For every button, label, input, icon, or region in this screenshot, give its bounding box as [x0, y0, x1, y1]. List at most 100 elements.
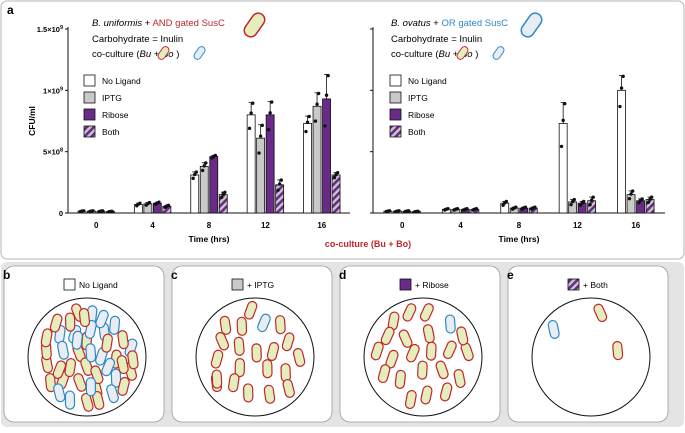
right-coculture: co-culture (Bu + Bo ) [391, 49, 478, 60]
left-title-plus: + [142, 18, 152, 29]
data-point [446, 207, 450, 211]
bu-cell [45, 373, 57, 393]
data-point [138, 201, 142, 205]
bu-cell [40, 328, 53, 348]
bo-icon-inline [193, 46, 206, 60]
x-tick-label: 4 [150, 221, 155, 230]
bar-no-ligand [303, 123, 312, 214]
data-point [247, 126, 252, 131]
data-point [332, 175, 337, 180]
bu-cell [439, 382, 453, 402]
data-point [258, 134, 263, 138]
bu-cell [127, 350, 139, 370]
data-point [627, 196, 632, 201]
cell-e: e + Both [507, 265, 669, 423]
legend-swatch-ribose [83, 108, 96, 121]
data-point [315, 102, 319, 106]
bar-no-ligand [190, 174, 200, 214]
bu-cell [281, 332, 295, 352]
bo-cell [444, 314, 456, 334]
legend-label: Ribose [408, 110, 435, 120]
x-tick-label: 8 [207, 221, 212, 230]
x-tick-label: 0 [94, 221, 99, 230]
right-title-gate: OR gated SusC [441, 18, 508, 29]
bu-cell [274, 315, 286, 335]
bo-cell [110, 368, 122, 388]
data-point [305, 120, 310, 125]
data-point [260, 123, 264, 128]
cells-row: b No Ligand c + IPTG d + Ribose e + Both [3, 265, 669, 423]
data-point [559, 144, 564, 149]
bar-iptg [256, 137, 266, 214]
cell-legend-swatch [231, 278, 244, 291]
bu-cell [282, 378, 295, 398]
data-point [504, 199, 509, 204]
legend-label: IPTG [102, 93, 122, 103]
bu-cell [380, 326, 395, 346]
data-point [316, 91, 321, 96]
cell-legend-text: + Ribose [415, 280, 449, 290]
bu-cell [612, 341, 624, 361]
bu-cell [244, 300, 258, 320]
data-point [561, 118, 565, 123]
data-point [100, 209, 105, 213]
bu-cell [101, 333, 113, 353]
cell-legend-swatch [63, 278, 76, 291]
bu-cell [370, 341, 384, 361]
y-tick-label: 0 [59, 209, 63, 218]
bo-cell [101, 357, 116, 377]
bu-cell [210, 349, 224, 369]
bar-ribose [322, 98, 331, 214]
legend-swatch-no-ligand [389, 74, 402, 87]
data-point [465, 207, 469, 211]
bu-cell [377, 364, 391, 384]
left-coculture: co-culture (Bu + Bo ) [92, 49, 179, 60]
data-point [649, 195, 654, 199]
bo-cell [257, 313, 271, 333]
right-coculture-suffix: ) [473, 49, 479, 60]
data-point [147, 200, 152, 205]
right-coculture-bu: Bu [439, 49, 451, 60]
chart-left: 0 5×108 1×109 1.5×109 CFU/ml 0 4 8 12 16 Time (hrs… [27, 25, 350, 244]
data-point [266, 128, 271, 132]
bar-no-ligand [246, 114, 256, 214]
data-point [406, 209, 411, 213]
data-point [191, 176, 195, 181]
bo-cell [71, 330, 83, 350]
bu-cell [404, 389, 417, 410]
bo-cell [547, 319, 560, 339]
data-point [416, 209, 420, 213]
data-point [621, 74, 625, 79]
data-point [474, 207, 479, 211]
bu-cell [236, 316, 248, 336]
right-coculture-bo: Bo [461, 49, 473, 60]
data-point [270, 100, 274, 104]
data-point [326, 73, 330, 78]
left-coculture-suffix: ) [174, 49, 180, 60]
y-axis-label: CFU/ml [27, 106, 37, 136]
data-point [323, 124, 327, 128]
x-axis-label: Time (hrs) [499, 234, 540, 244]
panel-a-frame [0, 0, 685, 260]
bu-cell [233, 336, 245, 356]
bo-cell [85, 377, 97, 397]
bu-cell [405, 343, 420, 363]
left-title: B. uniformis + AND gated SusC [92, 18, 225, 29]
left-coculture-prefix: co-culture ( [92, 49, 140, 60]
x-tick-label: 4 [458, 221, 463, 230]
bu-cell [219, 315, 232, 335]
data-point [313, 119, 318, 123]
data-point [276, 188, 280, 192]
cell-b: b No Ligand [3, 265, 165, 423]
bu-cell [593, 303, 608, 323]
bo-cell [64, 390, 76, 410]
bu-cell [49, 313, 63, 333]
bu-cell [78, 307, 91, 328]
bo-cell [85, 343, 97, 363]
bu-cell [435, 360, 449, 380]
legend-label: Both [408, 127, 426, 137]
bo-cell [109, 315, 121, 335]
legend-swatch-iptg [83, 91, 96, 104]
data-point [523, 205, 528, 209]
